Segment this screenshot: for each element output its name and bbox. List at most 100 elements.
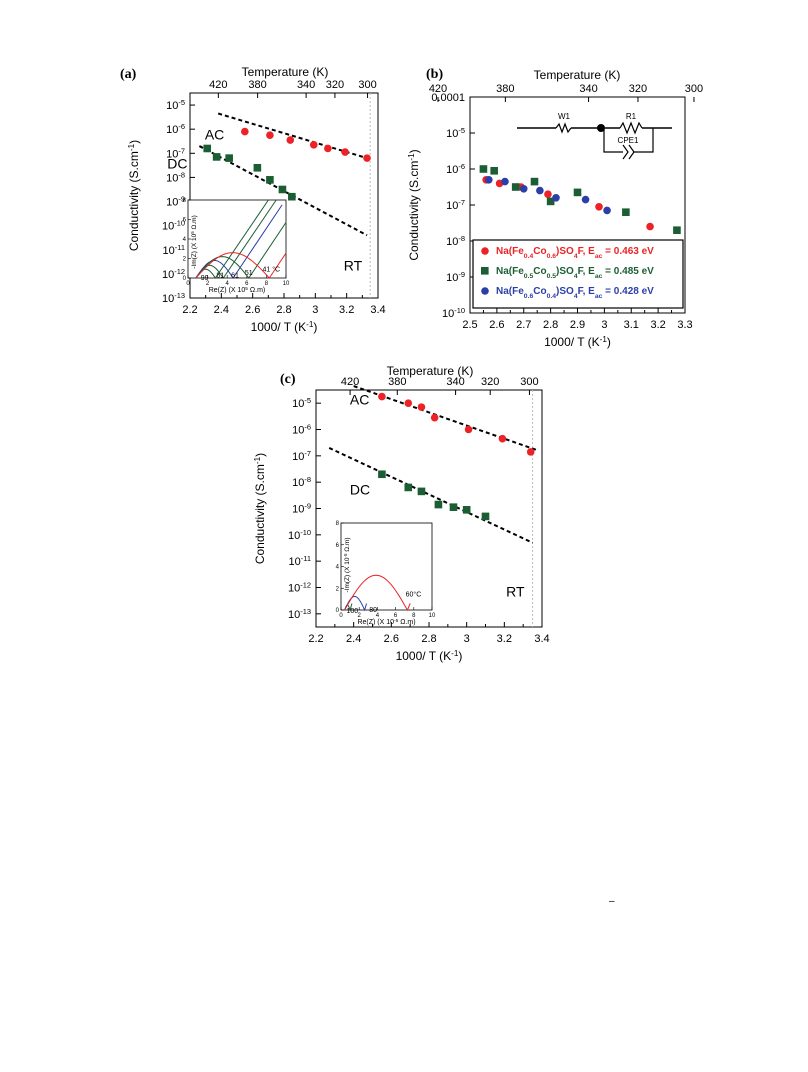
x-tick-label: 3.4: [370, 304, 385, 316]
top-tick-label: 420: [209, 79, 227, 91]
x-axis-title: 1000/ T (K-1): [251, 320, 318, 335]
data-point-red: [404, 399, 413, 407]
rt-label: RT: [344, 257, 363, 273]
data-point-red: [324, 144, 332, 153]
data-point-red: [498, 434, 507, 443]
data-point-green: [288, 192, 296, 201]
fit-line: [353, 385, 539, 452]
inset-y-tick-label: 0: [183, 276, 187, 282]
y-tick-label: 10-6: [446, 162, 465, 177]
y-tick-label: 10-7: [166, 146, 185, 161]
y-tick-label: 10-7: [292, 448, 311, 463]
data-point-red: [266, 131, 274, 140]
y-tick-label: 0.0001: [431, 92, 465, 104]
data-point-green: [530, 177, 539, 186]
inset-frame: [340, 522, 433, 611]
inset-curve-label: 51: [245, 270, 253, 277]
inset-x-tick-label: 10: [283, 281, 290, 287]
inset-frame: [187, 199, 287, 279]
data-point-blue: [552, 194, 560, 202]
inset-x-tick-label: 0: [339, 613, 343, 619]
y-axis-title: Conductivity (S.cm-1): [127, 140, 142, 251]
y-tick-label: 10-13: [288, 606, 311, 621]
x-axis-title: 1000/ T (K-1): [544, 335, 611, 350]
data-point-red: [241, 127, 249, 136]
circuit-label-cpe1: CPE1: [618, 136, 639, 145]
panel-b: (b) Temperature (K) 2.5 2.6 2.7 2.8 2.9 3 3.1 3.2…: [407, 67, 704, 349]
y-axis-title: Conductivity (S.cm-1): [253, 453, 268, 564]
top-tick-label: 300: [520, 376, 538, 388]
data-point-green: [479, 165, 488, 173]
inset-x-tick-label: 10: [429, 613, 436, 619]
data-point-green: [481, 512, 490, 521]
x-tick-label: 3.2: [339, 304, 354, 316]
y-tick-label: 10-8: [166, 170, 185, 185]
y-tick-label: 10-9: [292, 501, 311, 516]
warburg-element: [555, 122, 572, 134]
x-tick-label: 3: [464, 633, 470, 645]
y-tick-label: 10-10: [162, 218, 185, 233]
top-tick-label: 380: [248, 79, 266, 91]
series-label: DC: [167, 155, 187, 171]
top-tick-label: 320: [326, 79, 344, 91]
y-tick-label: 10-12: [162, 266, 185, 281]
inset-x-tick-label: 8: [412, 613, 416, 619]
top-tick-label: 320: [481, 376, 499, 388]
panel-a: (a) Temperature (K)2.2 2.4 2.6 2.8 3 3.2 3.4420…: [120, 65, 386, 334]
top-tick-label: 380: [388, 376, 406, 388]
y-tick-label: 10-9: [446, 270, 465, 285]
inset-curve-label: 100: [346, 608, 358, 615]
y-tick-label: 10-5: [166, 98, 185, 113]
top-axis-title: Temperature (K): [387, 364, 474, 378]
x-tick-label: 2.6: [384, 633, 399, 645]
inset-x-tick-label: 4: [376, 613, 380, 619]
y-tick-label: 10-5: [292, 396, 311, 411]
panel-label: (a): [120, 67, 137, 82]
legend-marker: [481, 267, 489, 275]
top-tick-label: 340: [297, 79, 315, 91]
fit-line: [328, 447, 534, 544]
inset-x-tick-label: 4: [226, 281, 230, 287]
data-point-green: [253, 163, 262, 172]
circuit-label-r1: R1: [626, 112, 637, 121]
x-tick-label: 3.3: [677, 319, 692, 331]
inset-curve-label: 81: [216, 273, 224, 280]
inset-curve-label: 99: [201, 275, 209, 282]
data-point-green: [434, 500, 443, 509]
y-tick-label: 10-6: [166, 122, 185, 137]
data-point-green: [212, 153, 221, 161]
y-tick-label: 10-10: [288, 527, 311, 542]
panel-label: (b): [426, 67, 443, 82]
x-tick-label: 3.4: [534, 633, 549, 645]
data-point-green: [449, 503, 458, 511]
impedance-curve: [344, 595, 367, 612]
y-tick-label: 10-5: [446, 126, 465, 141]
inset-x-tick-label: 2: [206, 281, 210, 287]
data-point-red: [544, 190, 552, 198]
data-point-red: [378, 392, 386, 401]
rt-label: RT: [506, 584, 525, 600]
data-point-green: [225, 154, 233, 162]
data-point-green: [417, 487, 426, 496]
impedance-curve: [195, 252, 287, 279]
data-point-green: [203, 144, 212, 153]
inset-curve-label: 61: [231, 273, 239, 280]
x-tick-label: 2.5: [462, 319, 477, 331]
inset-y-tick-label: 6: [336, 543, 340, 549]
inset-y-tick-label: 2: [336, 586, 340, 592]
x-tick-label: 3.2: [497, 633, 512, 645]
x-tick-label: 2.6: [245, 304, 260, 316]
x-tick-label: 3: [601, 319, 607, 331]
y-tick-label: 10-8: [292, 475, 311, 490]
inset-x-tick-label: 2: [358, 613, 362, 619]
impedance-curve: [344, 574, 411, 612]
y-tick-label: 10-6: [292, 422, 311, 437]
data-point-blue: [519, 185, 528, 193]
inset-y-tick-label: 2: [183, 257, 187, 263]
legend-marker: [481, 287, 489, 295]
inset-y-title: -Im(Z) (X 105 Ω.m): [190, 215, 199, 269]
x-tick-label: 2.4: [346, 633, 361, 645]
circuit-node: [597, 124, 605, 132]
